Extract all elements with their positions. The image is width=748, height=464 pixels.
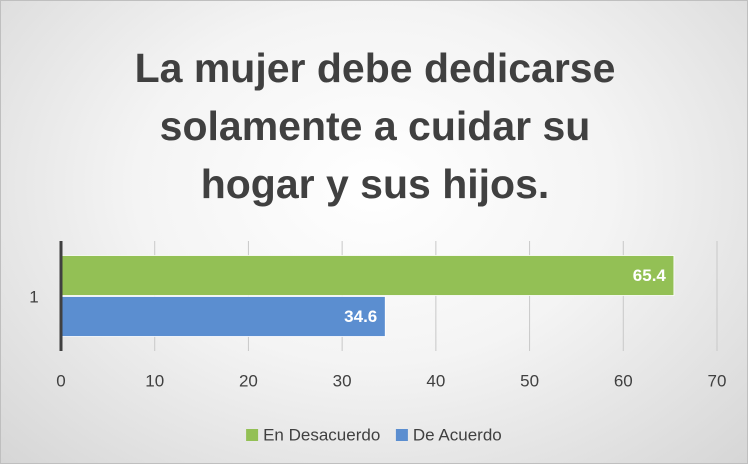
bar <box>60 296 386 337</box>
legend-label: De Acuerdo <box>413 425 502 444</box>
bar <box>60 255 675 296</box>
x-tick-label: 40 <box>426 371 445 390</box>
chart-title: La mujer debe dedicarse solamente a cuid… <box>134 45 616 207</box>
x-tick-label: 50 <box>520 371 539 390</box>
x-tick-label: 70 <box>708 371 727 390</box>
data-label: 34.6 <box>344 307 377 326</box>
legend-swatch <box>395 429 408 441</box>
x-tick-label: 10 <box>145 371 164 390</box>
x-tick-label: 20 <box>239 371 258 390</box>
x-tick-label: 60 <box>614 371 633 390</box>
data-label: 65.4 <box>633 266 667 285</box>
y-tick-label: 1 <box>29 287 38 306</box>
x-tick-label: 30 <box>333 371 352 390</box>
legend-swatch <box>246 429 259 441</box>
legend-label: En Desacuerdo <box>263 425 380 444</box>
x-tick-label: 0 <box>56 371 65 390</box>
